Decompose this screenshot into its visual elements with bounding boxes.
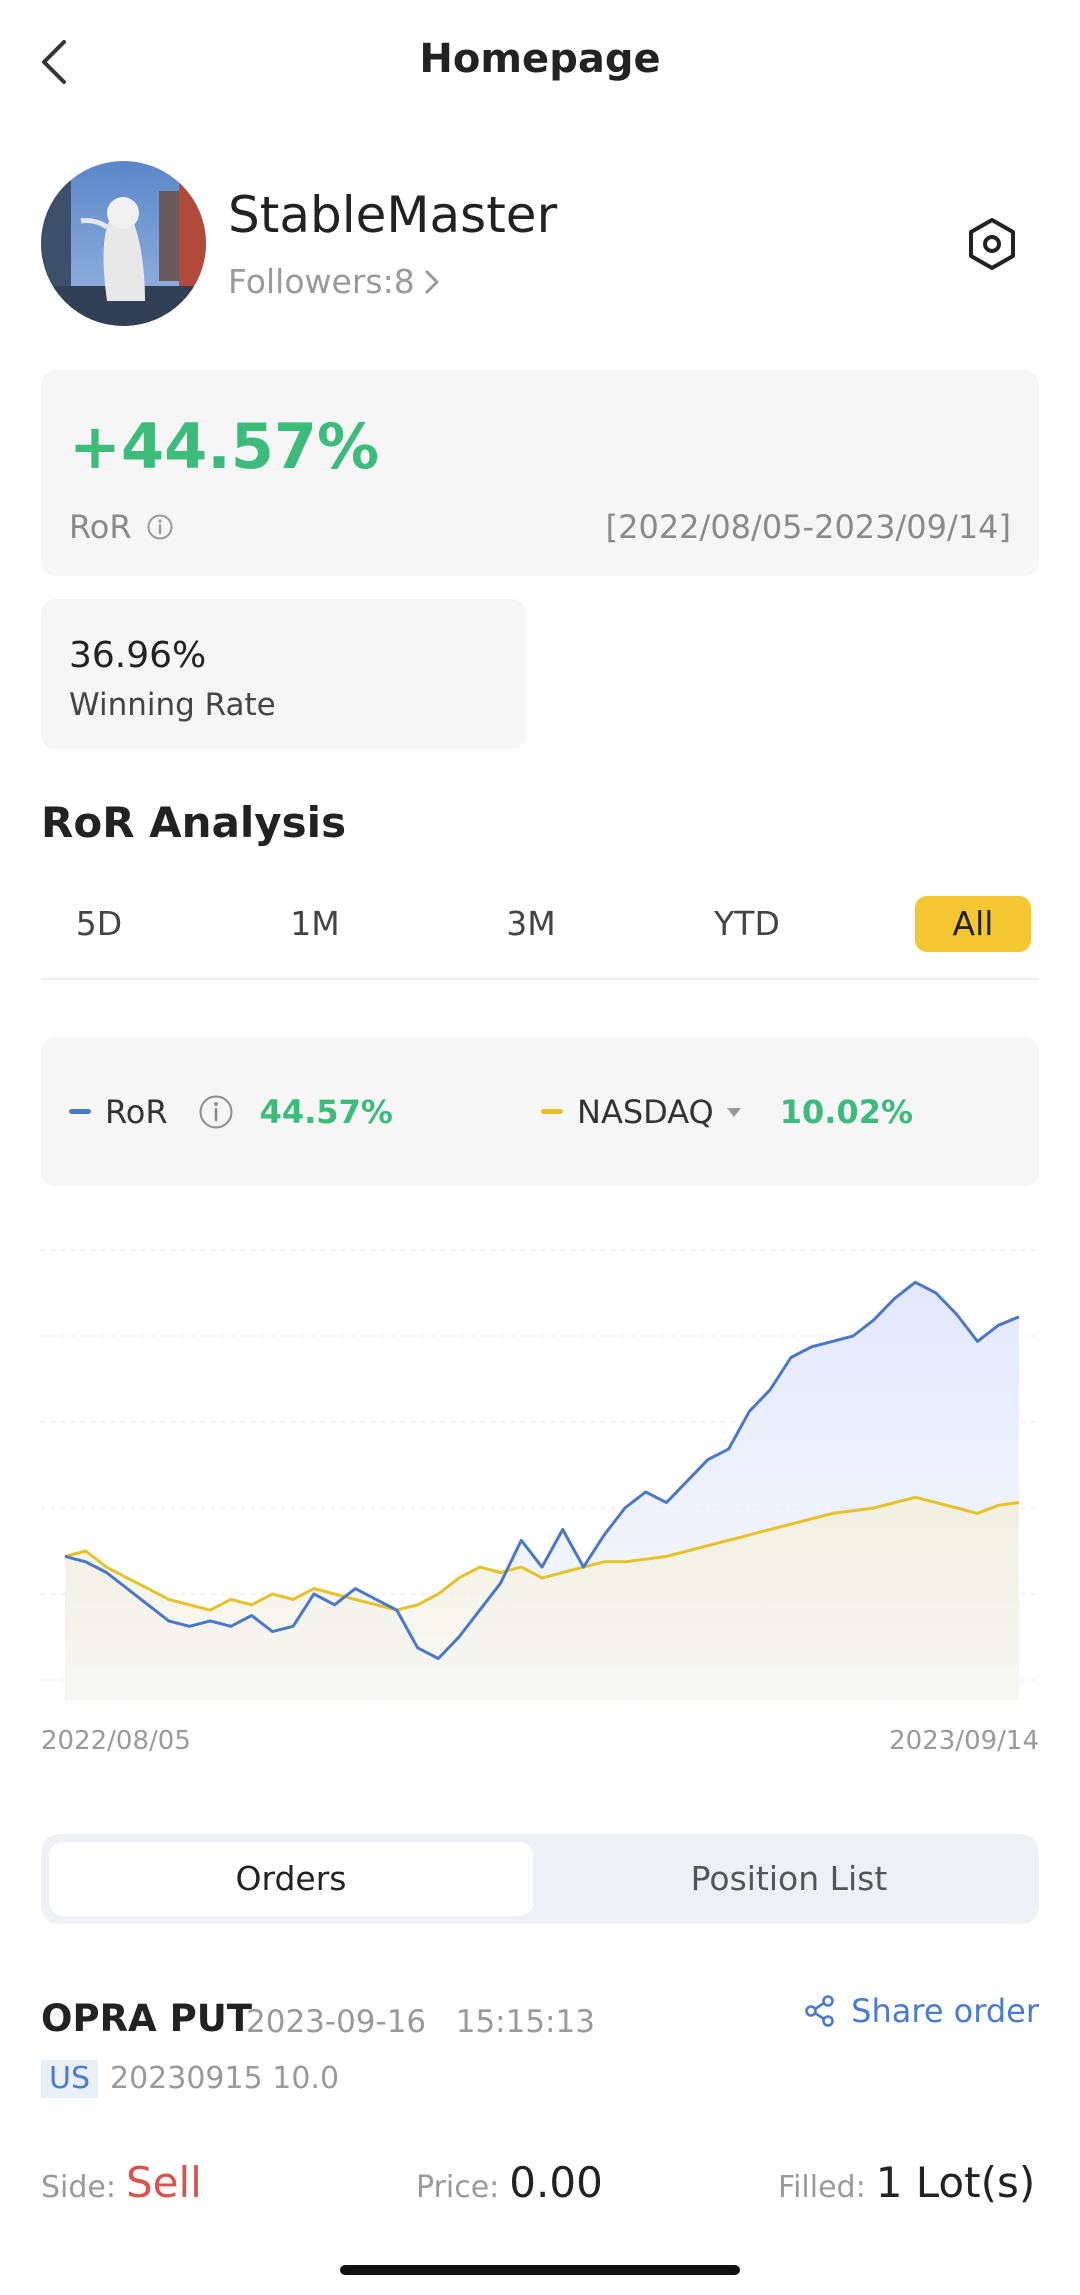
chevron-left-icon <box>42 40 66 84</box>
ror-chart[interactable] <box>41 1240 1039 1720</box>
order-datetime: 2023-09-16 15:15:13 <box>246 2004 595 2040</box>
x-axis-start-label: 2022/08/05 <box>41 1726 191 1756</box>
settings-button[interactable] <box>964 216 1020 272</box>
list-tabs: Orders Position List <box>41 1834 1039 1924</box>
followers-text: Followers:8 <box>228 262 415 301</box>
top-bar: Homepage <box>0 0 1080 125</box>
filled-value: 1 Lot(s) <box>875 2158 1036 2207</box>
date-range: [2022/08/05-2023/09/14] <box>605 508 1011 546</box>
side-field: Side: Sell <box>41 2158 202 2207</box>
caret-down-icon <box>726 1107 741 1117</box>
ror-label-group: RoR <box>69 508 174 546</box>
legend-ror-value: 44.57% <box>259 1092 393 1131</box>
period-3m[interactable]: 3M <box>506 904 556 943</box>
contract-info: 20230915 10.0 <box>110 2061 340 2096</box>
tab-orders[interactable]: Orders <box>49 1842 533 1916</box>
legend-nasdaq[interactable]: NASDAQ 10.02% <box>541 1037 913 1186</box>
period-ytd[interactable]: YTD <box>714 904 780 943</box>
settings-hexagon-icon <box>969 218 1015 270</box>
info-icon[interactable] <box>198 1094 234 1130</box>
price-field: Price: 0.00 <box>416 2158 603 2207</box>
section-title: RoR Analysis <box>41 798 347 847</box>
winning-rate-value: 36.96% <box>69 635 207 676</box>
filled-field: Filled: 1 Lot(s) <box>778 2158 1035 2207</box>
page-title: Homepage <box>419 36 661 82</box>
info-icon[interactable] <box>146 513 174 541</box>
legend-nasdaq-value: 10.02% <box>779 1092 914 1131</box>
legend-nasdaq-label: NASDAQ <box>577 1092 714 1131</box>
filled-label: Filled: <box>778 2170 866 2205</box>
share-icon <box>805 1995 834 2027</box>
nasdaq-area <box>65 1497 1019 1700</box>
avatar[interactable] <box>41 161 206 326</box>
back-button[interactable] <box>36 34 76 90</box>
legend-ror: RoR 44.57% <box>69 1037 393 1186</box>
share-order-label: Share order <box>851 1992 1039 2030</box>
x-axis-end-label: 2023/09/14 <box>889 1726 1039 1756</box>
ror-card: +44.57% RoR [2022/08/05-2023/09/14] <box>41 370 1039 576</box>
ror-value: +44.57% <box>69 410 380 483</box>
winning-rate-label: Winning Rate <box>69 687 276 723</box>
followers-link[interactable]: Followers:8 <box>228 262 441 301</box>
share-order-button[interactable]: Share order <box>803 1992 1039 2030</box>
period-selector: 5D 1M 3M YTD All <box>41 896 1039 980</box>
market-badge: US <box>41 2060 99 2098</box>
price-value: 0.00 <box>509 2158 603 2207</box>
price-label: Price: <box>416 2170 500 2205</box>
side-label: Side: <box>41 2170 116 2205</box>
legend-ror-label: RoR <box>105 1092 168 1131</box>
order-name: OPRA PUT <box>41 1997 252 2040</box>
tab-position-list[interactable]: Position List <box>690 1859 888 1898</box>
chart-legend: RoR 44.57% NASDAQ 10.02% <box>41 1037 1039 1186</box>
home-indicator[interactable] <box>340 2265 740 2275</box>
period-5d[interactable]: 5D <box>75 904 123 943</box>
winning-rate-card: 36.96% Winning Rate <box>41 599 526 749</box>
ror-swatch <box>69 1109 91 1114</box>
ror-label: RoR <box>69 508 132 546</box>
username: StableMaster <box>228 186 558 244</box>
nasdaq-swatch <box>541 1109 563 1114</box>
period-1m[interactable]: 1M <box>290 904 340 943</box>
period-all[interactable]: All <box>915 896 1031 952</box>
chevron-right-icon <box>425 270 439 293</box>
side-value: Sell <box>126 2158 202 2207</box>
